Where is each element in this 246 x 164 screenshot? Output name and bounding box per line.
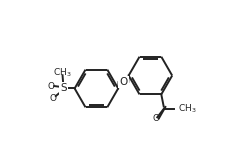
Text: CH$_3$: CH$_3$ [53,66,72,79]
Text: O: O [48,82,55,91]
Text: S: S [60,83,67,93]
Text: CH$_3$: CH$_3$ [178,103,197,115]
Text: O: O [49,94,56,103]
Text: O: O [152,114,159,123]
Text: O: O [119,77,127,87]
